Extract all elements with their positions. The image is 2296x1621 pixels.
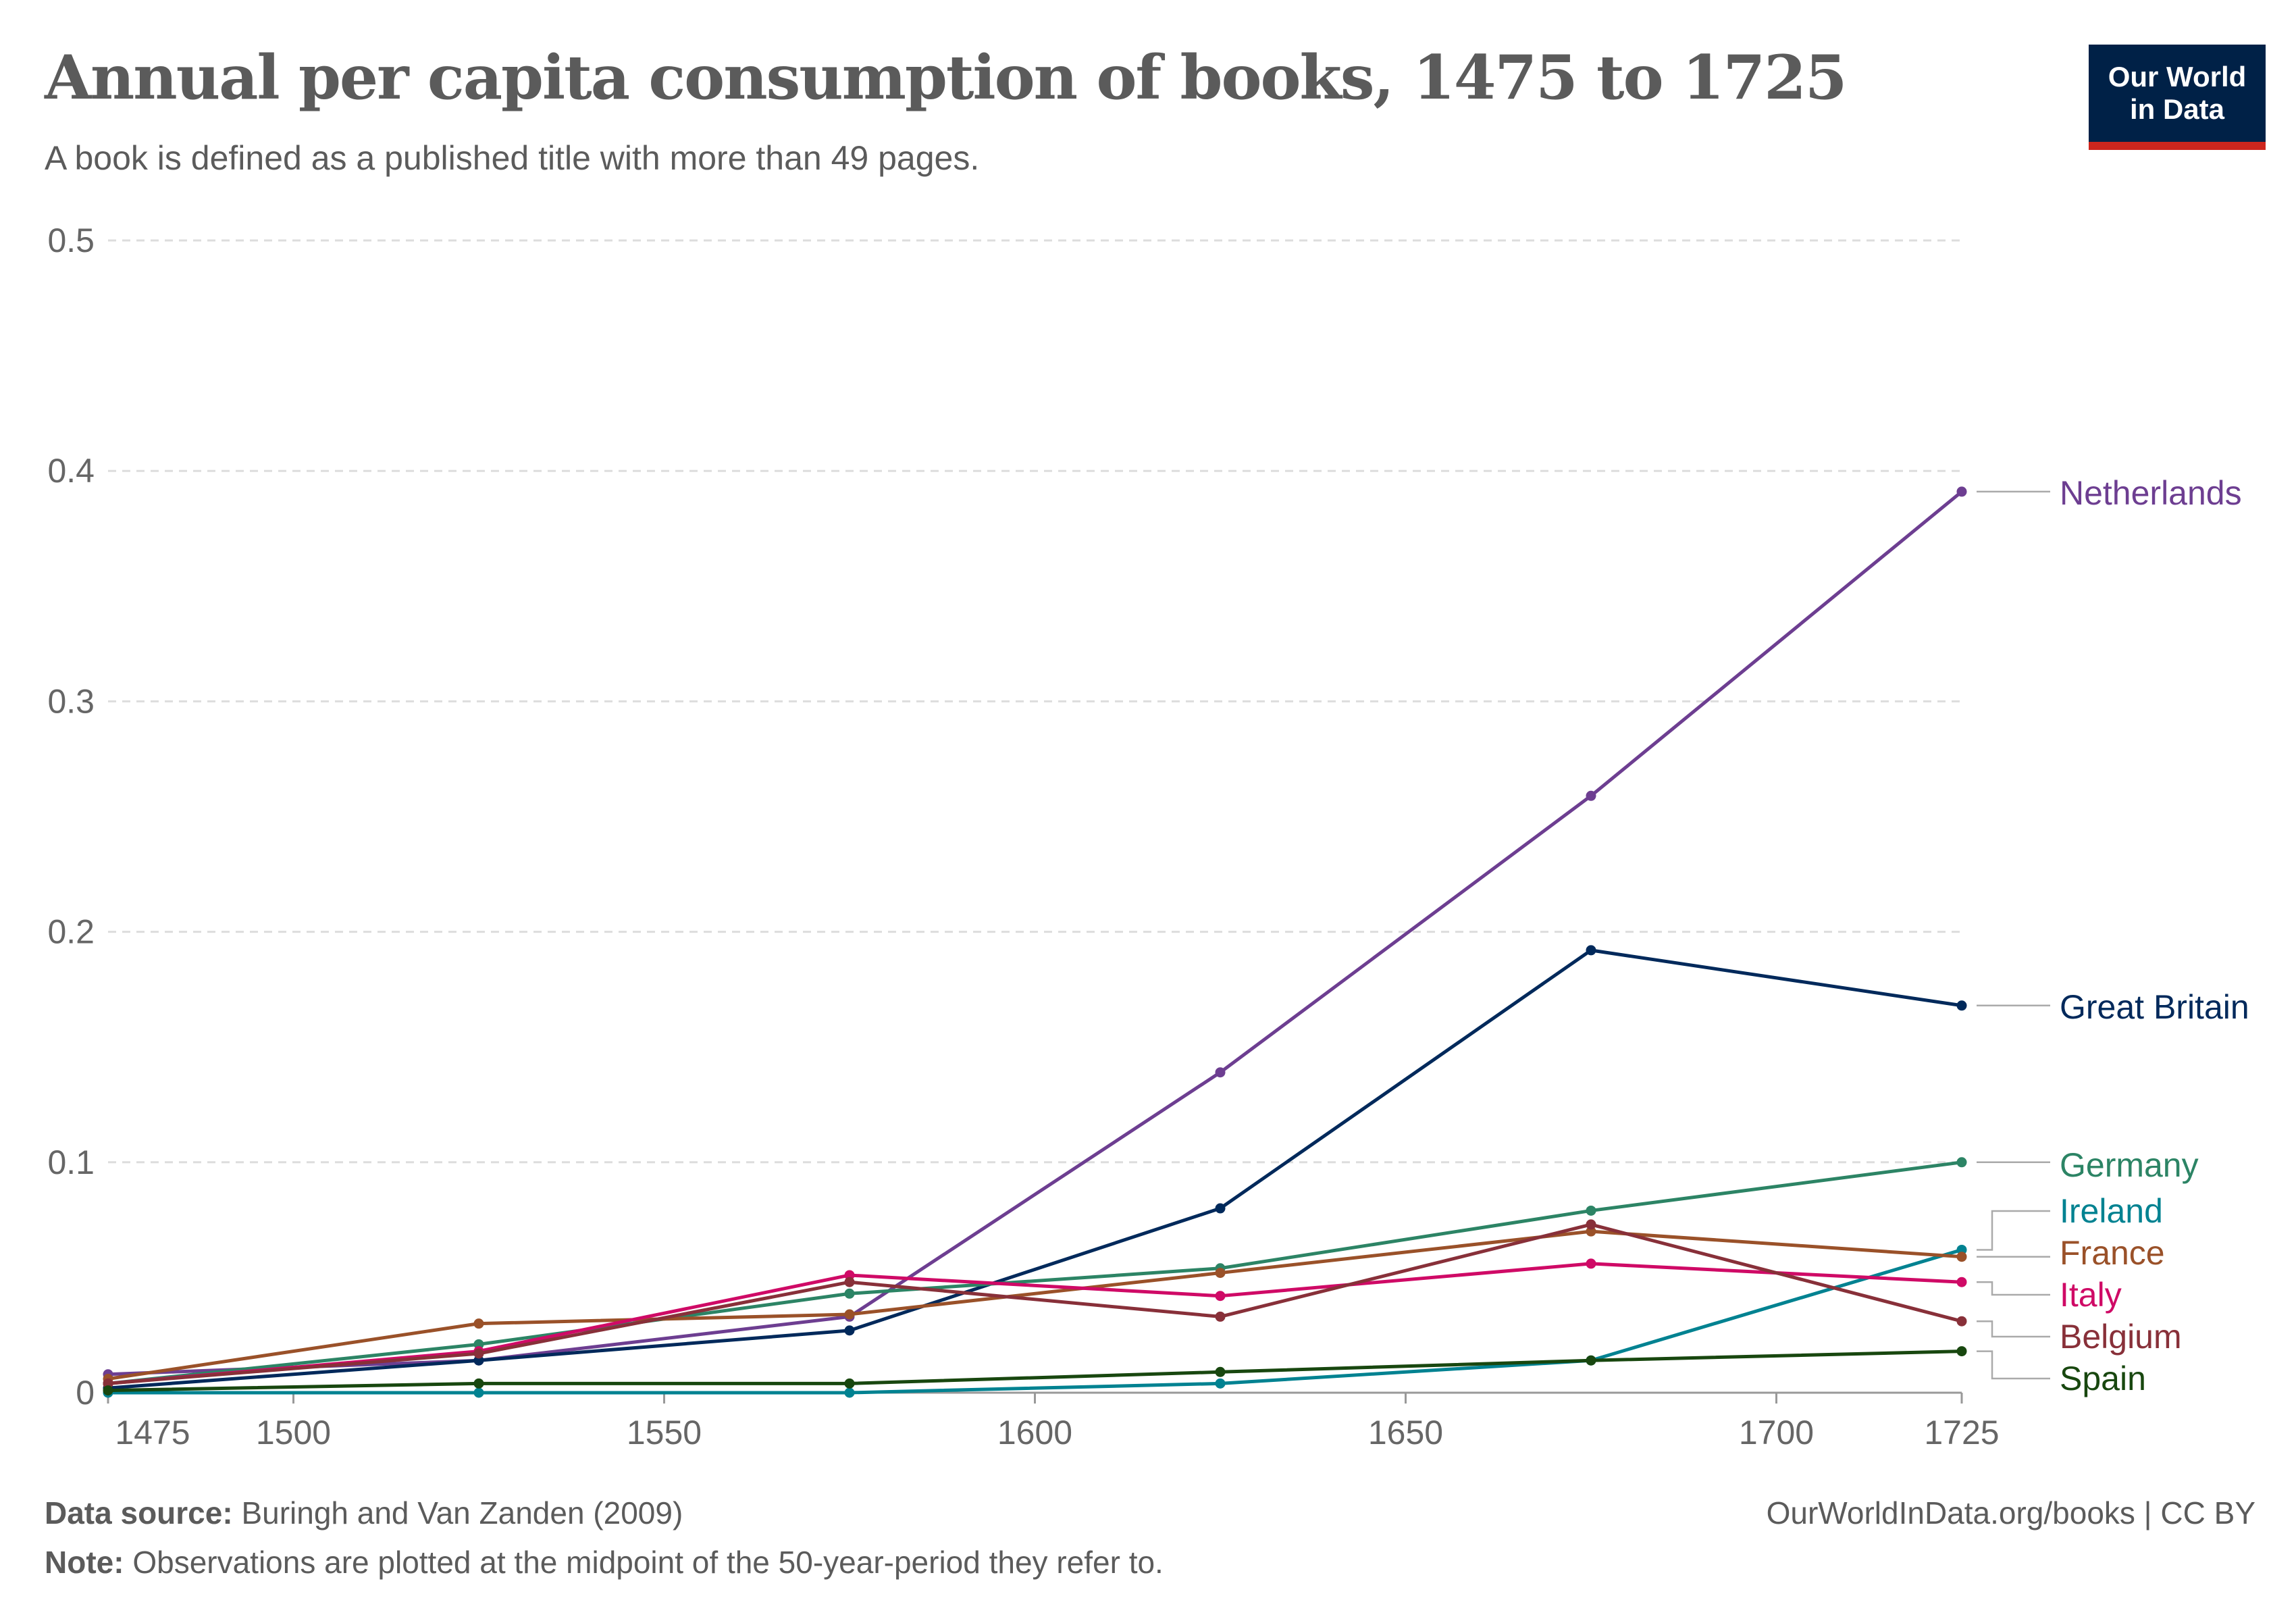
series-label-great-britain: Great Britain (1977, 988, 2249, 1026)
series-line[interactable] (107, 1262, 1962, 1385)
logo-line-2: in Data (2129, 93, 2225, 125)
series-belgium[interactable] (103, 1219, 1967, 1389)
data-point[interactable] (844, 1378, 855, 1389)
chart-title: Annual per capita consumption of books, … (45, 42, 1847, 113)
leader-line (1977, 1320, 2050, 1338)
data-point[interactable] (1586, 1205, 1596, 1216)
data-point[interactable] (1956, 1157, 1967, 1168)
series-name: Great Britain (2060, 988, 2249, 1026)
y-tick-label: 0.2 (47, 913, 95, 951)
note-label: Note: (45, 1545, 124, 1580)
series-great-britain[interactable] (103, 945, 1967, 1393)
data-point[interactable] (1956, 1000, 1967, 1011)
series-line[interactable] (108, 1248, 1962, 1395)
data-point[interactable] (844, 1387, 855, 1398)
series-name: Belgium (2060, 1318, 2182, 1356)
series-label-spain: Spain (1977, 1350, 2146, 1397)
data-point[interactable] (1215, 1067, 1226, 1078)
y-tick-label: 0.5 (47, 222, 95, 259)
x-tick-label: 1650 (1368, 1414, 1443, 1451)
data-point[interactable] (1586, 790, 1596, 801)
series-line[interactable] (107, 948, 1962, 1390)
series-name: Italy (2060, 1276, 2122, 1314)
data-point[interactable] (1956, 1316, 1967, 1327)
series-label-france: France (1977, 1234, 2165, 1272)
data-point[interactable] (1215, 1268, 1226, 1279)
data-point[interactable] (1586, 1219, 1596, 1230)
series-line[interactable] (107, 490, 1963, 1376)
series-spain[interactable] (103, 1346, 1967, 1396)
y-tick-label: 0.4 (47, 452, 95, 490)
series-name: Netherlands (2060, 474, 2242, 512)
leader-line (1977, 1281, 2050, 1296)
y-axis-ticks: 0 0.1 0.2 0.3 0.4 0.5 (47, 222, 95, 1412)
source-url[interactable]: OurWorldInData.org/books | CC BY (1766, 1495, 2255, 1530)
data-point[interactable] (1215, 1366, 1226, 1377)
x-axis: 1475 1500 1550 1600 1650 1700 1725 (107, 1391, 2000, 1451)
x-tick-label: 1550 (627, 1414, 702, 1451)
series-line[interactable] (107, 1229, 1962, 1381)
chart-note: Note: Observations are plotted at the mi… (45, 1544, 1164, 1580)
leader-line (1977, 1210, 2050, 1251)
data-point[interactable] (1956, 1252, 1967, 1262)
data-point[interactable] (1586, 945, 1596, 956)
data-point[interactable] (1215, 1311, 1226, 1322)
y-tick-label: 0.1 (47, 1143, 95, 1181)
leader-line (1977, 1350, 2050, 1380)
x-tick-label: 1600 (997, 1414, 1072, 1451)
source-text[interactable]: Buringh and Van Zanden (2009) (241, 1495, 683, 1530)
data-point[interactable] (1215, 1203, 1226, 1214)
series-label-italy: Italy (1977, 1276, 2122, 1314)
data-point[interactable] (1215, 1378, 1226, 1389)
chart-subtitle: A book is defined as a published title w… (45, 139, 980, 177)
y-tick-label: 0.3 (47, 682, 95, 720)
series-line[interactable] (107, 1349, 1962, 1393)
series-label-ireland: Ireland (1977, 1192, 2163, 1251)
series-name: France (2060, 1234, 2165, 1272)
data-point[interactable] (1586, 1258, 1596, 1269)
series-germany[interactable] (103, 1157, 1967, 1389)
data-point[interactable] (1215, 1291, 1226, 1302)
series-line[interactable] (107, 1223, 1962, 1385)
x-tick-label: 1500 (256, 1414, 331, 1451)
logo-line-1: Our World (2108, 61, 2247, 93)
series-label-germany: Germany (1977, 1146, 2199, 1184)
data-point[interactable] (1956, 1346, 1967, 1357)
data-point[interactable] (1586, 1355, 1596, 1366)
series-name: Spain (2060, 1360, 2146, 1397)
note-text: Observations are plotted at the midpoint… (132, 1545, 1164, 1580)
data-point[interactable] (1956, 1277, 1967, 1287)
series-labels: Netherlands Great Britain Germany Ireland Fr… (1977, 474, 2249, 1397)
series-netherlands[interactable] (103, 486, 1967, 1380)
data-point[interactable] (1956, 486, 1967, 497)
series-label-belgium: Belgium (1977, 1318, 2182, 1356)
series-name: Germany (2060, 1146, 2199, 1184)
data-point[interactable] (473, 1318, 484, 1329)
x-tick-label: 1700 (1739, 1414, 1814, 1451)
data-point[interactable] (844, 1277, 855, 1287)
y-tick-label: 0 (76, 1374, 95, 1412)
data-source: Data source: Buringh and Van Zanden (200… (45, 1495, 683, 1531)
series-label-netherlands: Netherlands (1977, 474, 2242, 512)
series-line[interactable] (107, 1160, 1962, 1385)
gridlines (108, 239, 1962, 1164)
data-point[interactable] (473, 1387, 484, 1398)
source-label: Data source: (45, 1495, 233, 1530)
series-lines (103, 486, 1967, 1398)
data-point[interactable] (473, 1348, 484, 1359)
series-name: Ireland (2060, 1192, 2163, 1230)
data-point[interactable] (844, 1325, 855, 1336)
data-point[interactable] (473, 1378, 484, 1389)
x-tick-label: 1725 (1924, 1414, 1999, 1451)
data-point[interactable] (844, 1288, 855, 1299)
owid-logo[interactable]: Our World in Data (2089, 45, 2266, 150)
data-point[interactable] (103, 1385, 113, 1396)
x-tick-label: 1475 (115, 1414, 190, 1451)
data-point[interactable] (844, 1309, 855, 1320)
